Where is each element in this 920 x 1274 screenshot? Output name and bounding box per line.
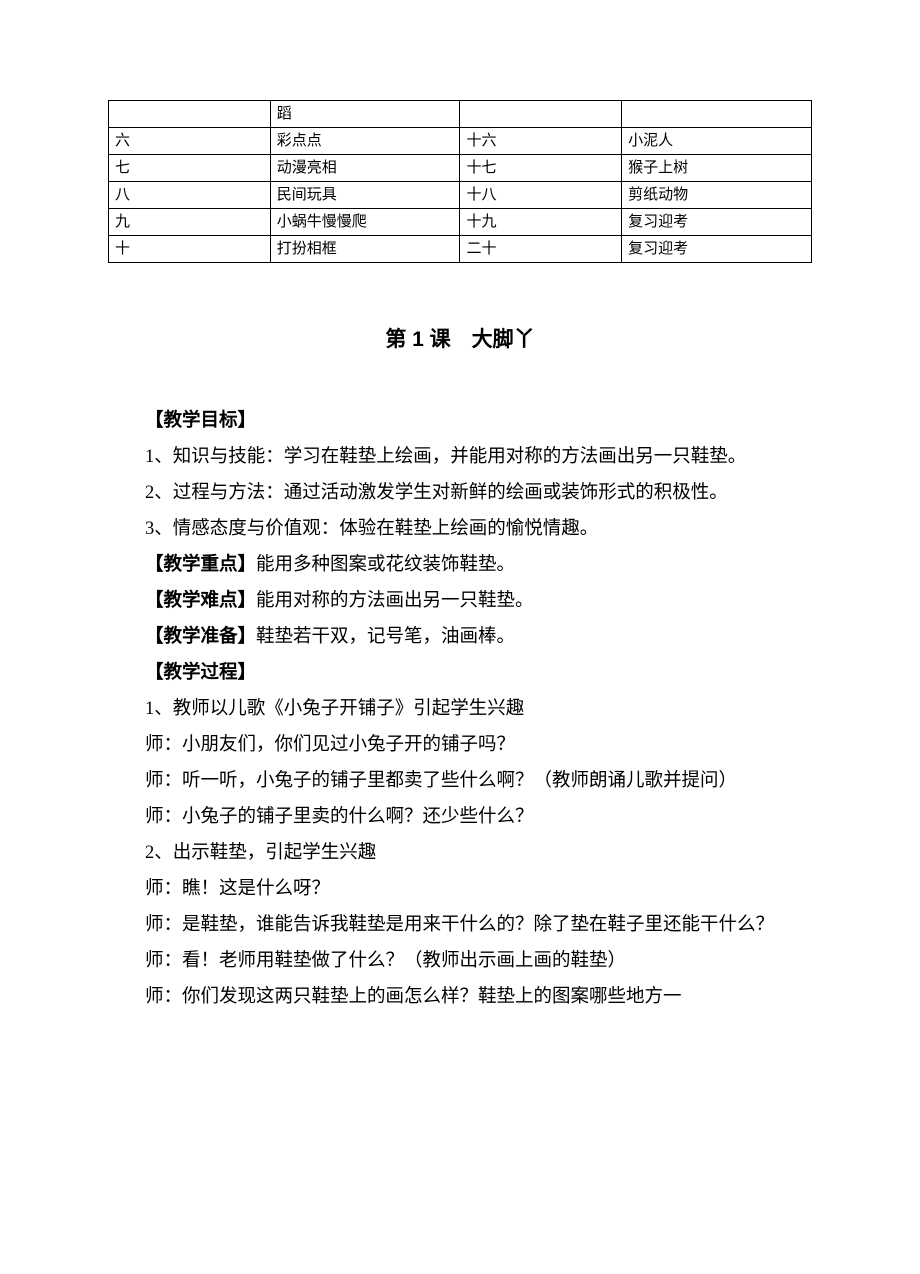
table-row: 六彩点点十六小泥人 xyxy=(109,128,812,155)
table-row: 七动漫亮相十七猴子上树 xyxy=(109,155,812,182)
goal-3: 3、情感态度与价值观：体验在鞋垫上绘画的愉悦情趣。 xyxy=(108,511,812,547)
table-row: 蹈 xyxy=(109,101,812,128)
goal-1: 1、知识与技能：学习在鞋垫上绘画，并能用对称的方法画出另一只鞋垫。 xyxy=(108,439,812,475)
table-row: 八民间玩具十八剪纸动物 xyxy=(109,182,812,209)
prep-text: 鞋垫若干双，记号笔，油画棒。 xyxy=(256,627,515,647)
table-cell: 十 xyxy=(109,236,271,263)
table-cell: 猴子上树 xyxy=(622,155,812,182)
table-cell: 剪纸动物 xyxy=(622,182,812,209)
document-page: 蹈六彩点点十六小泥人七动漫亮相十七猴子上树八民间玩具十八剪纸动物九小蜗牛慢慢爬十… xyxy=(0,0,920,1075)
difficulty-label: 【教学难点】 xyxy=(145,591,256,611)
process-label: 【教学过程】 xyxy=(145,663,256,683)
table-cell: 十九 xyxy=(460,209,622,236)
table-cell: 复习迎考 xyxy=(622,236,812,263)
goal-heading: 【教学目标】 xyxy=(108,403,812,439)
table-cell: 十六 xyxy=(460,128,622,155)
process-p7: 师：是鞋垫，谁能告诉我鞋垫是用来干什么的？除了垫在鞋子里还能干什么？ xyxy=(108,907,812,943)
goal-2: 2、过程与方法：通过活动激发学生对新鲜的绘画或装饰形式的积极性。 xyxy=(108,475,812,511)
table-cell: 七 xyxy=(109,155,271,182)
keypoint-label: 【教学重点】 xyxy=(145,555,256,575)
table-row: 九小蜗牛慢慢爬十九复习迎考 xyxy=(109,209,812,236)
table-cell: 九 xyxy=(109,209,271,236)
table-cell: 八 xyxy=(109,182,271,209)
table-cell: 小蜗牛慢慢爬 xyxy=(270,209,460,236)
table-cell: 打扮相框 xyxy=(270,236,460,263)
keypoint-text: 能用多种图案或花纹装饰鞋垫。 xyxy=(256,555,515,575)
lesson-title: 第 1 课 大脚丫 xyxy=(108,323,812,353)
table-cell: 动漫亮相 xyxy=(270,155,460,182)
table-cell: 十八 xyxy=(460,182,622,209)
prep-label: 【教学准备】 xyxy=(145,627,256,647)
table-cell: 小泥人 xyxy=(622,128,812,155)
table-row: 十打扮相框二十复习迎考 xyxy=(109,236,812,263)
process-p5: 2、出示鞋垫，引起学生兴趣 xyxy=(108,835,812,871)
difficulty-text: 能用对称的方法画出另一只鞋垫。 xyxy=(256,591,534,611)
table-cell: 蹈 xyxy=(270,101,460,128)
keypoint-line: 【教学重点】能用多种图案或花纹装饰鞋垫。 xyxy=(108,547,812,583)
table-cell: 彩点点 xyxy=(270,128,460,155)
table-cell xyxy=(109,101,271,128)
table-cell xyxy=(460,101,622,128)
table-cell: 六 xyxy=(109,128,271,155)
table-cell: 民间玩具 xyxy=(270,182,460,209)
process-p9: 师：你们发现这两只鞋垫上的画怎么样？鞋垫上的图案哪些地方一 xyxy=(108,979,812,1015)
process-p2: 师：小朋友们，你们见过小兔子开的铺子吗？ xyxy=(108,727,812,763)
lesson-body: 【教学目标】 1、知识与技能：学习在鞋垫上绘画，并能用对称的方法画出另一只鞋垫。… xyxy=(108,403,812,1015)
process-p4: 师：小兔子的铺子里卖的什么啊？还少些什么？ xyxy=(108,799,812,835)
process-heading: 【教学过程】 xyxy=(108,655,812,691)
table-body: 蹈六彩点点十六小泥人七动漫亮相十七猴子上树八民间玩具十八剪纸动物九小蜗牛慢慢爬十… xyxy=(109,101,812,263)
process-p8: 师：看！老师用鞋垫做了什么？（教师出示画上画的鞋垫） xyxy=(108,943,812,979)
prep-line: 【教学准备】鞋垫若干双，记号笔，油画棒。 xyxy=(108,619,812,655)
table-cell: 二十 xyxy=(460,236,622,263)
table-cell: 复习迎考 xyxy=(622,209,812,236)
goal-label: 【教学目标】 xyxy=(145,411,256,431)
table-cell xyxy=(622,101,812,128)
process-p6: 师：瞧！这是什么呀？ xyxy=(108,871,812,907)
schedule-table: 蹈六彩点点十六小泥人七动漫亮相十七猴子上树八民间玩具十八剪纸动物九小蜗牛慢慢爬十… xyxy=(108,100,812,263)
table-cell: 十七 xyxy=(460,155,622,182)
difficulty-line: 【教学难点】能用对称的方法画出另一只鞋垫。 xyxy=(108,583,812,619)
process-p3: 师：听一听，小兔子的铺子里都卖了些什么啊？（教师朗诵儿歌并提问） xyxy=(108,763,812,799)
process-p1: 1、教师以儿歌《小兔子开铺子》引起学生兴趣 xyxy=(108,691,812,727)
